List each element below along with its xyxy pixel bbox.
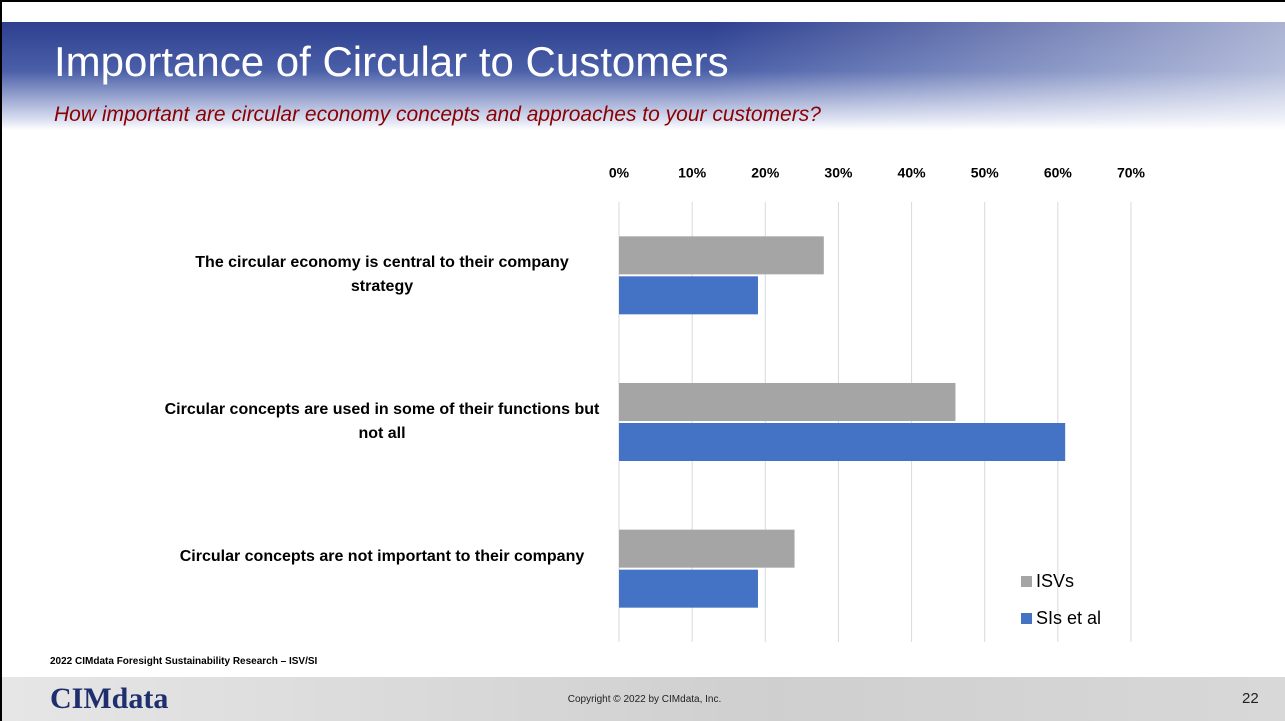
source-note: 2022 CIMdata Foresight Sustainability Re… [50, 656, 318, 667]
category-label: Circular concepts are not important to t… [179, 547, 585, 565]
page-number: 22 [1242, 690, 1259, 707]
bar [619, 569, 758, 608]
footer-band [2, 677, 1285, 721]
bar [619, 423, 1066, 461]
legend-label: SIs et al [1036, 608, 1101, 628]
bar [619, 276, 758, 315]
legend-swatch [1021, 613, 1032, 624]
x-tick-label: 30% [824, 165, 853, 181]
x-tick-label: 70% [1117, 165, 1146, 181]
copyright: Copyright © 2022 by CIMdata, Inc. [567, 694, 722, 705]
legend-label: ISVs [1036, 571, 1074, 591]
x-tick-label: 50% [971, 165, 1000, 181]
category-label: Circular concepts are used in some of th… [164, 401, 600, 442]
category-label: The circular economy is central to their… [195, 254, 569, 296]
header-fade [2, 22, 1285, 130]
chart-title: Importance of Circular to Customers [54, 38, 729, 85]
legend-swatch [1021, 576, 1032, 587]
logo: CIMdata [50, 682, 169, 715]
x-tick-label: 0% [609, 165, 630, 181]
chart-subtitle: How important are circular economy conce… [54, 103, 821, 126]
x-tick-label: 60% [1044, 165, 1073, 181]
bar [619, 383, 956, 421]
x-tick-label: 10% [678, 165, 707, 181]
bar [619, 529, 795, 568]
bar [619, 236, 824, 275]
x-tick-label: 40% [898, 165, 927, 181]
x-tick-label: 20% [751, 165, 780, 181]
